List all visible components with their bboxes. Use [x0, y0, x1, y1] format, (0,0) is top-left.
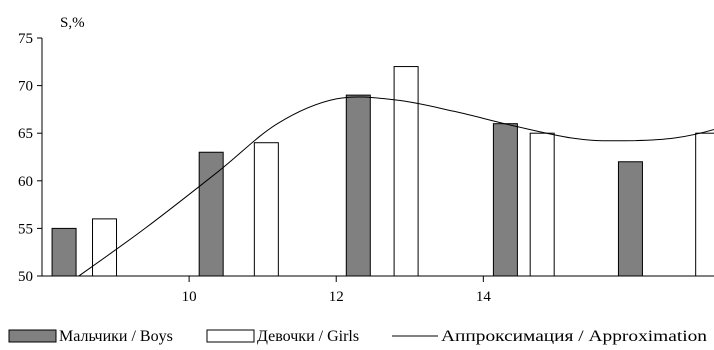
legend: Мальчики / Boys Девочки / Girls Аппроксима… — [8, 328, 707, 345]
x-tick-label: 14 — [476, 289, 492, 305]
bar-boys — [198, 151, 224, 277]
y-tick-label: 75 — [18, 31, 33, 47]
bar-boys — [492, 123, 518, 277]
legend-label-boys: Мальчики / Boys — [59, 328, 173, 345]
y-tick-label: 55 — [18, 221, 33, 237]
legend-label-girls: Девочки / Girls — [257, 328, 359, 345]
legend-label-approximation: Аппроксимация / Approximation — [441, 328, 707, 345]
bar-boys — [345, 94, 371, 277]
approximation-curve — [78, 96, 714, 277]
bar-boys — [617, 161, 643, 277]
legend-swatch-boys — [8, 329, 57, 343]
bar-girls — [529, 132, 555, 277]
legend-swatch-girls — [206, 329, 255, 343]
y-tick-label: 50 — [18, 269, 33, 285]
y-tick-label: 70 — [18, 79, 33, 95]
bar-boys — [51, 227, 77, 277]
bar-girls — [695, 132, 714, 277]
bars — [51, 66, 714, 277]
bar-girls — [393, 66, 419, 277]
x-tick-label: 10 — [182, 289, 197, 305]
bar-girls — [253, 142, 279, 277]
approximation-line — [78, 96, 714, 277]
axes: 50 55 60 65 70 75 10 12 14 — [18, 31, 700, 305]
y-tick-label: 60 — [18, 174, 33, 190]
x-tick-label: 12 — [329, 289, 344, 305]
y-axis-label: S,% — [60, 15, 85, 31]
bar-girls — [92, 218, 118, 277]
y-tick-label: 65 — [18, 126, 33, 142]
